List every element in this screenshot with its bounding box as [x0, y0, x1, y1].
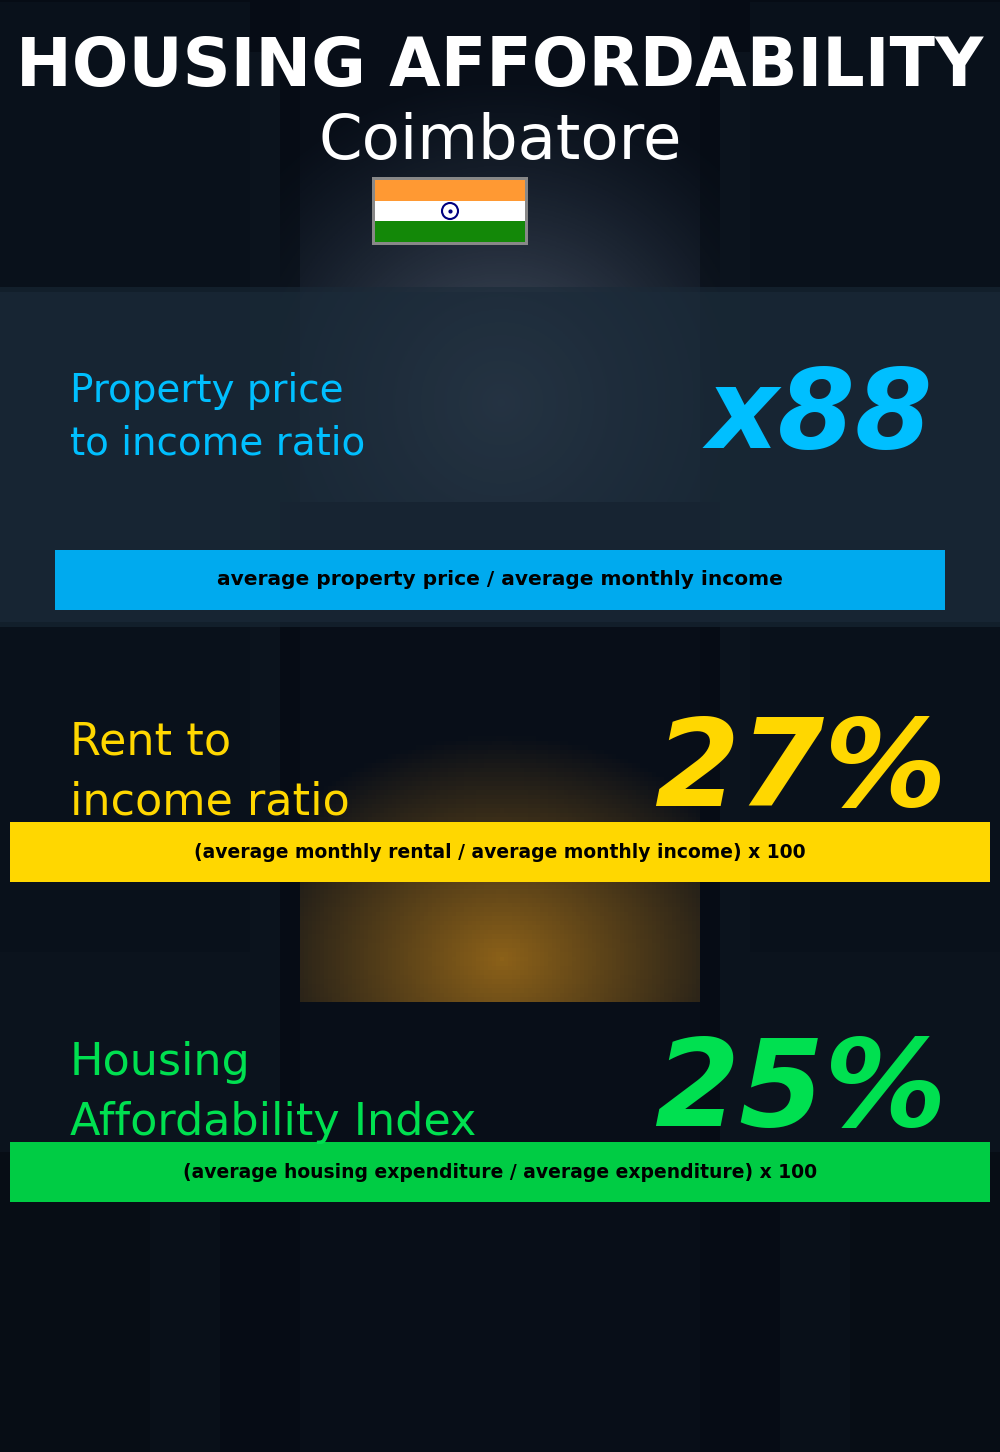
Text: HOUSING AFFORDABILITY: HOUSING AFFORDABILITY [16, 33, 984, 100]
Bar [375, 200, 525, 221]
Text: (average housing expenditure / average expenditure) x 100: (average housing expenditure / average e… [183, 1163, 817, 1182]
Text: Coimbatore: Coimbatore [318, 112, 682, 171]
Bar [700, 0, 1000, 1452]
Bar [0, 102, 150, 1452]
Text: 25%: 25% [654, 1034, 946, 1150]
Bar [375, 221, 525, 242]
Bar [0, 1, 250, 953]
Bar [375, 180, 525, 200]
Text: Rent to
income ratio: Rent to income ratio [70, 720, 350, 823]
Text: Housing
Affordability Index: Housing Affordability Index [70, 1041, 476, 1144]
Bar [10, 1143, 990, 1202]
Bar [720, 52, 1000, 1151]
Bar [780, 52, 1000, 1452]
Bar [10, 822, 990, 881]
Bar [750, 1, 1000, 953]
Text: x88: x88 [707, 363, 933, 470]
Bar [0, 287, 1000, 627]
Text: Property price
to income ratio: Property price to income ratio [70, 372, 365, 463]
Text: average property price / average monthly income: average property price / average monthly… [217, 571, 783, 590]
Bar [0, 292, 1000, 621]
Bar [850, 102, 1000, 1452]
Text: (average monthly rental / average monthly income) x 100: (average monthly rental / average monthl… [194, 842, 806, 861]
Bar [372, 177, 528, 245]
Bar [0, 0, 300, 1452]
Text: 27%: 27% [654, 713, 946, 831]
Bar [0, 52, 280, 1151]
Bar [0, 52, 220, 1452]
Bar [55, 550, 945, 610]
